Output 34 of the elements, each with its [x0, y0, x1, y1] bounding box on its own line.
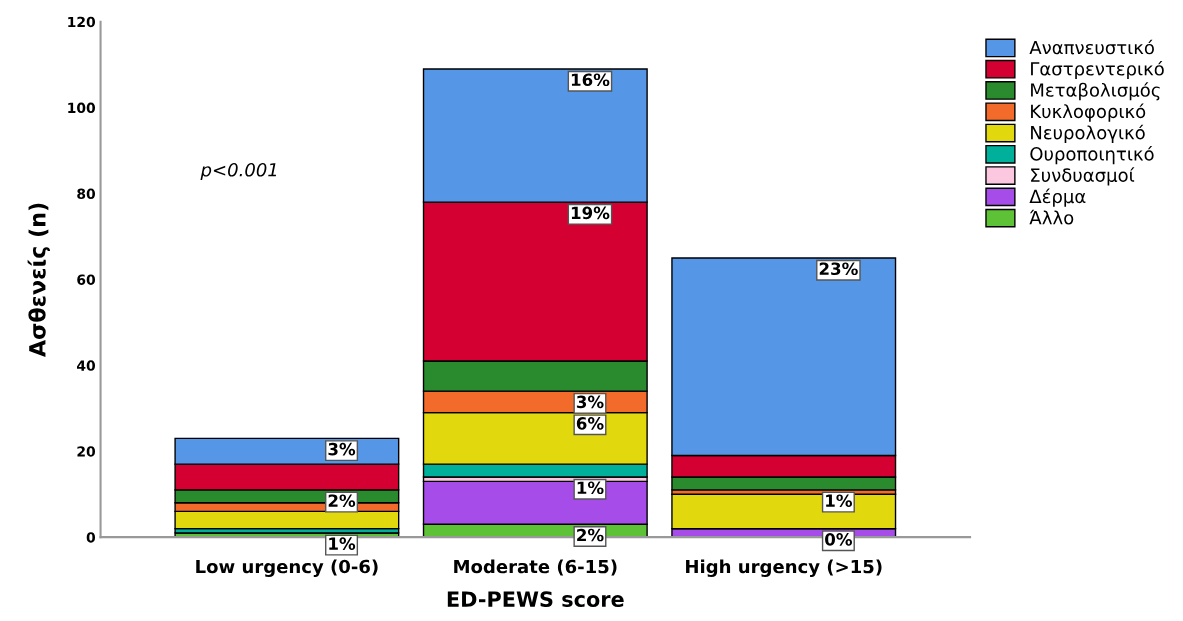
y-tick-label: 20 [77, 446, 96, 457]
annotation: 2% [577, 528, 604, 542]
legend-label: Άλλο [1029, 209, 1074, 225]
x-tick-label: Moderate (6-15) [454, 559, 617, 576]
y-axis-title: Ασθενείς (n) [27, 203, 51, 358]
annotation: 3% [328, 442, 356, 456]
annotation: 23% [819, 262, 858, 276]
legend-label: Αναπνευστικό [1029, 39, 1154, 55]
annotation: 1% [826, 494, 853, 507]
annotation: 6% [576, 417, 604, 430]
legend-label: Γαστρεντερικό [1031, 60, 1164, 80]
y-tick-label: 0 [86, 532, 96, 543]
legend-label: Ουροποιητικό [1030, 146, 1154, 165]
annotation: 1% [329, 537, 356, 550]
legend-label: Μεταβολισμός [1031, 82, 1160, 101]
legend-label: Νευρολογικό [1031, 124, 1145, 143]
annotation: 19% [571, 206, 610, 220]
y-tick-label: 120 [68, 16, 96, 28]
y-tick-label: 100 [68, 102, 96, 114]
x-tick-label: Low urgency (0-6) [196, 559, 378, 577]
annotation: 3% [576, 395, 604, 409]
y-tick-label: 40 [76, 360, 96, 371]
annotation: p<0.001 [200, 162, 277, 181]
x-tick-label: High urgency (>15) [686, 559, 882, 577]
annotation: 1% [577, 481, 604, 495]
legend-label: Συνδυασμοί [1031, 167, 1135, 186]
annotation: 0% [825, 533, 853, 546]
legend-label: Κυκλοφορικό [1031, 103, 1146, 122]
y-tick-label: 80 [77, 188, 96, 200]
annotation: 2% [328, 494, 356, 507]
annotation: 16% [571, 73, 610, 87]
x-axis-title: ED-PEWS score [447, 591, 624, 608]
legend-label: Δέρμα [1029, 188, 1086, 207]
y-tick-label: 60 [77, 274, 96, 285]
